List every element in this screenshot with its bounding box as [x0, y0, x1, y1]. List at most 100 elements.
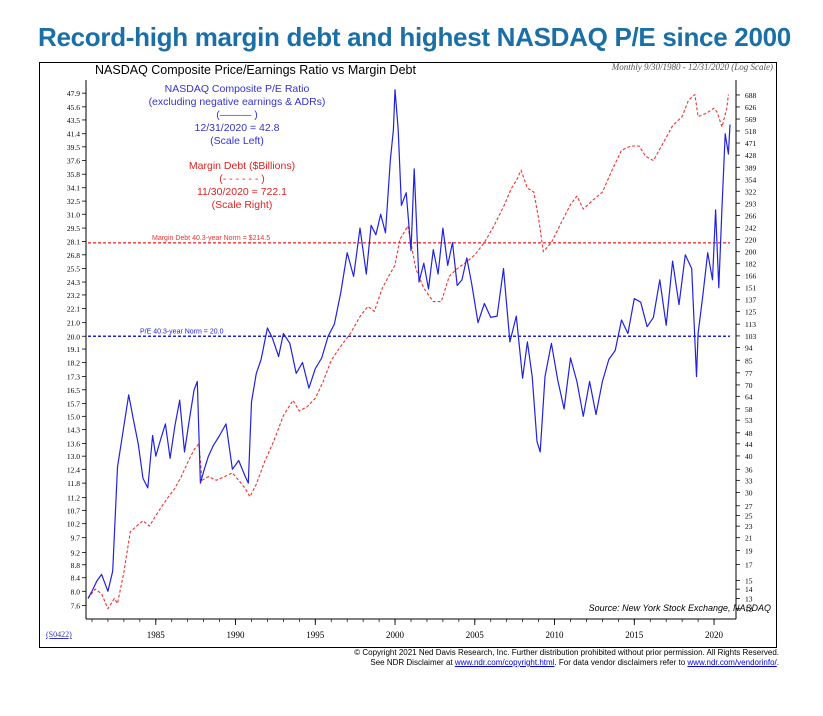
y-right-tick-label: 322 [745, 187, 757, 196]
y-right-tick-label: 166 [745, 271, 757, 280]
y-left-tick-label: 24.3 [67, 278, 80, 287]
y-left-tick-label: 35.8 [67, 170, 80, 179]
y-left-tick-label: 16.5 [67, 386, 80, 395]
y-left-tick-label: 23.2 [67, 291, 80, 300]
pe-legend-line-1: NASDAQ Composite P/E Ratio [164, 83, 310, 95]
x-tick-label: 1995 [306, 630, 325, 640]
y-left-tick-label: 9.7 [71, 534, 81, 543]
x-tick-label: 1990 [227, 630, 246, 640]
x-tick-label: 2020 [705, 630, 724, 640]
y-left-tick-label: 26.8 [67, 251, 80, 260]
y-right-tick-label: 12 [745, 605, 753, 614]
y-left-tick-label: 8.8 [71, 561, 81, 570]
pe-legend-line-3: (——— ) [216, 109, 258, 121]
vendor-info-link[interactable]: www.ndr.com/vendorinfo/ [687, 658, 777, 667]
y-right-tick-label: 36 [745, 465, 753, 474]
source-note: Source: New York Stock Exchange, NASDAQ [588, 603, 771, 613]
y-left-tick-label: 39.5 [67, 143, 80, 152]
y-left-tick-label: 10.2 [67, 520, 80, 529]
y-right-tick-label: 137 [745, 296, 757, 305]
series-line-margin-debt [87, 94, 729, 610]
pe-legend: NASDAQ Composite P/E Ratio (excluding ne… [142, 83, 332, 148]
y-right-tick-label: 428 [745, 151, 757, 160]
y-right-tick-label: 151 [745, 283, 757, 292]
y-right-tick-label: 354 [745, 175, 757, 184]
y-right-tick-label: 518 [745, 127, 757, 136]
y-left-tick-label: 9.2 [71, 548, 81, 557]
margin-debt-legend: Margin Debt ($Billions) (- - - - - - ) 1… [172, 160, 312, 212]
chart-frame [39, 62, 777, 648]
y-right-tick-label: 293 [745, 199, 757, 208]
md-legend-line-3: 11/30/2020 = 722.1 [196, 186, 287, 198]
pe-legend-line-5: (Scale Left) [210, 135, 264, 147]
y-right-tick-label: 14 [745, 585, 753, 594]
pe-legend-line-4: 12/31/2020 = 42.8 [194, 122, 280, 134]
y-left-tick-label: 47.9 [67, 89, 80, 98]
md-legend-line-1: Margin Debt ($Billions) [188, 160, 296, 172]
y-right-tick-label: 23 [745, 522, 753, 531]
y-right-tick-label: 688 [745, 91, 757, 100]
copyright-text-c: . [776, 658, 779, 667]
y-right-tick-label: 64 [745, 392, 753, 401]
copyright-line-1: © Copyright 2021 Ned Davis Research, Inc… [354, 648, 779, 657]
y-left-tick-label: 34.1 [67, 184, 80, 193]
y-left-tick-label: 10.7 [67, 506, 80, 515]
y-left-tick-label: 20.0 [67, 332, 80, 341]
y-left-tick-label: 13.6 [67, 440, 80, 449]
y-right-tick-label: 103 [745, 332, 757, 341]
y-left-tick-label: 11.8 [67, 479, 80, 488]
y-right-tick-label: 21 [745, 534, 753, 543]
y-left-tick-label: 13.0 [67, 452, 80, 461]
copyright-link[interactable]: www.ndr.com/copyright.html [454, 658, 555, 667]
chart-code-link[interactable]: (S0422) [46, 630, 72, 639]
reference-line-label: P/E 40.3-year Norm = 20.0 [140, 328, 224, 335]
y-left-tick-label: 18.2 [67, 359, 80, 368]
x-tick-label: 2000 [386, 630, 405, 640]
y-left-tick-label: 43.5 [67, 116, 80, 125]
x-tick-label: 2010 [546, 630, 565, 640]
copyright-text-b: . For data vendor disclaimers refer to [554, 658, 688, 667]
y-left-tick-label: 45.6 [67, 103, 80, 112]
y-left-tick-label: 28.1 [67, 238, 80, 247]
y-right-tick-label: 19 [745, 546, 753, 555]
y-right-tick-label: 58 [745, 405, 753, 414]
y-right-tick-label: 13 [745, 595, 753, 604]
y-right-tick-label: 17 [745, 561, 753, 570]
y-right-tick-label: 200 [745, 248, 757, 257]
x-tick-label: 1985 [147, 630, 166, 640]
y-right-tick-label: 25 [745, 512, 753, 521]
y-right-tick-label: 33 [745, 476, 753, 485]
y-right-tick-label: 242 [745, 224, 757, 233]
y-left-tick-label: 21.0 [67, 319, 80, 328]
y-right-tick-label: 471 [745, 139, 757, 148]
y-right-tick-label: 85 [745, 356, 753, 365]
y-right-tick-label: 77 [745, 369, 753, 378]
y-left-tick-label: 7.6 [71, 602, 81, 611]
headline: Record-high margin debt and highest NASD… [38, 22, 791, 52]
y-right-tick-label: 94 [745, 344, 753, 353]
series-line-pe-ratio [87, 89, 731, 599]
reference-line-label: Margin Debt 40.3-year Norm = $214.5 [152, 235, 270, 242]
chart-subtitle: Monthly 9/30/1980 - 12/31/2020 (Log Scal… [611, 62, 773, 72]
y-left-tick-label: 31.0 [67, 210, 80, 219]
y-right-tick-label: 15 [745, 576, 753, 585]
y-left-tick-label: 17.3 [67, 373, 80, 382]
chart-title: NASDAQ Composite Price/Earnings Ratio vs… [95, 63, 416, 77]
x-tick-label: 2015 [625, 630, 644, 640]
y-left-tick-label: 11.2 [67, 494, 80, 503]
y-left-tick-label: 19.1 [67, 345, 80, 354]
y-right-tick-label: 44 [745, 440, 753, 449]
y-left-tick-label: 12.4 [67, 465, 80, 474]
copyright-text-a: See NDR Disclaimer at [370, 658, 455, 667]
x-tick-label: 2005 [466, 630, 485, 640]
y-left-tick-label: 8.0 [71, 587, 81, 596]
y-left-tick-label: 41.4 [67, 130, 80, 139]
y-right-tick-label: 266 [745, 212, 757, 221]
y-left-tick-label: 8.4 [71, 574, 81, 583]
copyright-line-2: See NDR Disclaimer at www.ndr.com/copyri… [370, 658, 779, 667]
y-right-tick-label: 182 [745, 260, 757, 269]
y-left-tick-label: 29.5 [67, 224, 80, 233]
y-right-tick-label: 70 [745, 381, 753, 390]
y-left-tick-label: 25.5 [67, 265, 80, 274]
